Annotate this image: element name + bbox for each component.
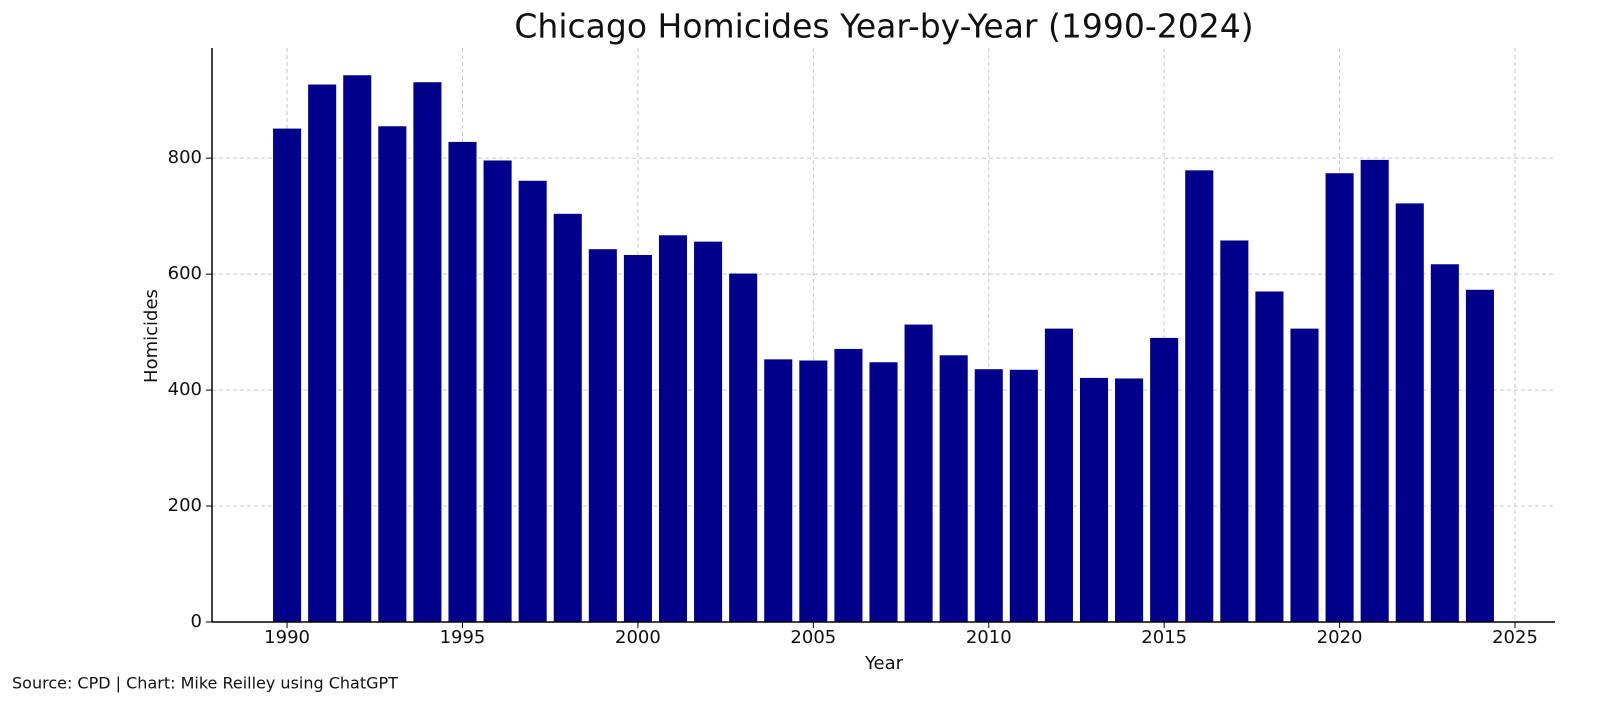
bar [729, 273, 758, 622]
x-tick-label: 2010 [966, 627, 1012, 648]
bar [1079, 377, 1109, 622]
bar [308, 84, 337, 622]
x-axis-label: Year [864, 653, 904, 674]
bar [1360, 159, 1389, 623]
y-tick-label: 600 [168, 263, 202, 284]
bar [1044, 328, 1073, 622]
bar [658, 235, 688, 622]
bar [939, 355, 968, 622]
bar [588, 249, 617, 623]
bar [1325, 173, 1354, 622]
bar [518, 180, 547, 622]
y-tick-label: 800 [168, 147, 202, 168]
x-tick-label: 2020 [1317, 627, 1363, 648]
x-tick-label: 2000 [615, 627, 661, 648]
bar [273, 128, 302, 622]
x-tick-label: 1995 [440, 627, 486, 648]
bar [1395, 203, 1424, 622]
bar [1220, 240, 1249, 623]
bar [764, 359, 793, 622]
bar [834, 348, 863, 622]
bar [1465, 289, 1494, 622]
bar [1255, 291, 1284, 622]
bar [378, 126, 407, 622]
bar [1290, 328, 1319, 622]
bar [623, 254, 652, 622]
bar [974, 369, 1003, 622]
bar [1009, 369, 1038, 622]
chart-title: Chicago Homicides Year-by-Year (1990-202… [514, 7, 1253, 46]
y-tick-label: 400 [168, 379, 202, 400]
bar [413, 82, 442, 623]
bar [483, 160, 512, 622]
bar [343, 75, 372, 623]
x-tick-label: 1990 [264, 627, 310, 648]
x-tick-label: 2005 [790, 627, 836, 648]
x-tick-label: 2025 [1492, 627, 1538, 648]
bar [448, 141, 477, 622]
bar [1430, 264, 1459, 622]
y-axis-label: Homicides [141, 289, 162, 383]
bar [1185, 170, 1214, 622]
bar [869, 362, 898, 622]
source-note: Source: CPD | Chart: Mike Reilley using … [12, 674, 398, 693]
y-tick-label: 200 [168, 495, 202, 516]
bar [694, 241, 723, 622]
bar [1115, 378, 1144, 622]
y-tick-label: 0 [191, 611, 202, 632]
bar [553, 213, 582, 623]
x-tick-label: 2015 [1141, 627, 1187, 648]
bar [904, 324, 933, 622]
bar [799, 360, 828, 622]
bar [1150, 337, 1179, 622]
